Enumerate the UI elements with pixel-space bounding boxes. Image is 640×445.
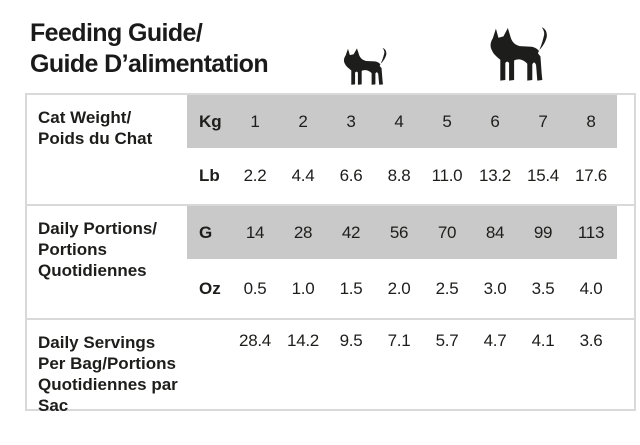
unit-label-oz: Oz [199, 278, 221, 298]
value-cell: 4.1 [531, 331, 555, 350]
value-cell: 7.1 [387, 331, 411, 350]
value-cell: 0.5 [243, 278, 267, 298]
value-cell: 3 [346, 111, 356, 131]
page-title: Feeding Guide/ Guide D’alimentation [30, 18, 269, 80]
label-line: Daily Servings [38, 333, 156, 352]
label-line: Cat Weight/ [38, 108, 132, 127]
label-line: Per Bag/Portions [38, 354, 176, 373]
value-cell: 28.4 [239, 331, 271, 350]
value-cell: 56 [389, 222, 409, 242]
value-cell: 9.5 [339, 331, 363, 350]
value-cell: 2.2 [243, 166, 267, 185]
value-cell: 42 [341, 222, 361, 242]
label-line: Quotidiennes [38, 261, 147, 280]
value-cell: 1.0 [291, 278, 315, 298]
section-label-daily-portions: Daily Portions/ Portions Quotidiennes [27, 206, 187, 318]
value-cell: 3.0 [483, 278, 507, 298]
page-title-line1: Feeding Guide/ [30, 19, 203, 47]
value-cell: 2.0 [387, 278, 411, 298]
value-cell: 5 [442, 111, 452, 131]
value-cell: 2 [298, 111, 308, 131]
table-row-servings: 28.4 14.2 9.5 7.1 5.7 4.7 4.1 3.6 [187, 320, 634, 409]
cat-silhouette-small-icon [339, 47, 391, 92]
value-cell: 5.7 [435, 331, 459, 350]
value-cell: 17.6 [575, 166, 607, 185]
label-line: Portions [38, 240, 107, 259]
value-cell: 8 [586, 111, 596, 131]
table-row-lb: Lb 2.2 4.4 6.6 8.8 11.0 13.2 15.4 17.6 [187, 148, 634, 204]
table-row-ounces: Oz 0.5 1.0 1.5 2.0 2.5 3.0 3.5 4.0 [187, 259, 634, 318]
value-cell: 7 [538, 111, 548, 131]
section-rows: G 14 28 42 56 70 84 99 113 Oz 0.5 1.0 1.… [187, 206, 634, 318]
value-cell: 6.6 [339, 166, 363, 185]
value-cell: 13.2 [479, 166, 511, 185]
label-line: Poids du Chat [38, 129, 153, 148]
value-cell: 14.2 [287, 331, 319, 350]
value-cell: 6 [490, 111, 500, 131]
section-rows: 28.4 14.2 9.5 7.1 5.7 4.7 4.1 3.6 [187, 320, 634, 416]
unit-label-lb: Lb [199, 166, 220, 185]
value-cell: 1.5 [339, 278, 363, 298]
feeding-table: Cat Weight/ Poids du Chat Kg 1 2 3 4 5 6… [25, 93, 636, 415]
section-rows: Kg 1 2 3 4 5 6 7 8 Lb 2.2 4.4 6.6 8.8 11… [187, 95, 634, 204]
value-cell: 28 [293, 222, 313, 242]
table-row-grams: G 14 28 42 56 70 84 99 113 [187, 206, 634, 259]
value-cell: 4 [394, 111, 404, 131]
value-cell: 70 [437, 222, 457, 242]
value-cell: 14 [245, 222, 265, 242]
unit-label-g: G [199, 222, 213, 242]
page-title-line2: Guide D’alimentation [30, 50, 269, 78]
value-cell: 11.0 [431, 166, 463, 185]
value-cell: 15.4 [527, 166, 559, 185]
value-cell: 3.6 [579, 331, 603, 350]
section-divider [27, 204, 634, 206]
value-cell: 4.4 [291, 166, 315, 185]
value-cell: 8.8 [387, 166, 411, 185]
label-line: Quotidiennes par Sac [38, 375, 178, 415]
value-cell: 99 [533, 222, 553, 242]
unit-label-kg: Kg [199, 111, 222, 131]
value-cell: 4.0 [579, 278, 603, 298]
table-row-kg: Kg 1 2 3 4 5 6 7 8 [187, 95, 634, 148]
section-cat-weight: Cat Weight/ Poids du Chat Kg 1 2 3 4 5 6… [27, 95, 634, 204]
section-label-cat-weight: Cat Weight/ Poids du Chat [27, 95, 187, 204]
section-label-daily-servings: Daily Servings Per Bag/Portions Quotidie… [27, 320, 187, 416]
section-daily-servings: Daily Servings Per Bag/Portions Quotidie… [27, 320, 634, 416]
value-cell: 3.5 [531, 278, 555, 298]
cat-silhouette-large-icon [484, 26, 553, 91]
label-line: Daily Portions/ [38, 219, 158, 238]
value-cell: 113 [577, 222, 605, 242]
value-cell: 84 [485, 222, 505, 242]
value-cell: 4.7 [483, 331, 507, 350]
section-daily-portions: Daily Portions/ Portions Quotidiennes G … [27, 206, 634, 318]
section-divider [27, 318, 634, 320]
value-cell: 2.5 [435, 278, 459, 298]
value-cell: 1 [250, 111, 260, 131]
